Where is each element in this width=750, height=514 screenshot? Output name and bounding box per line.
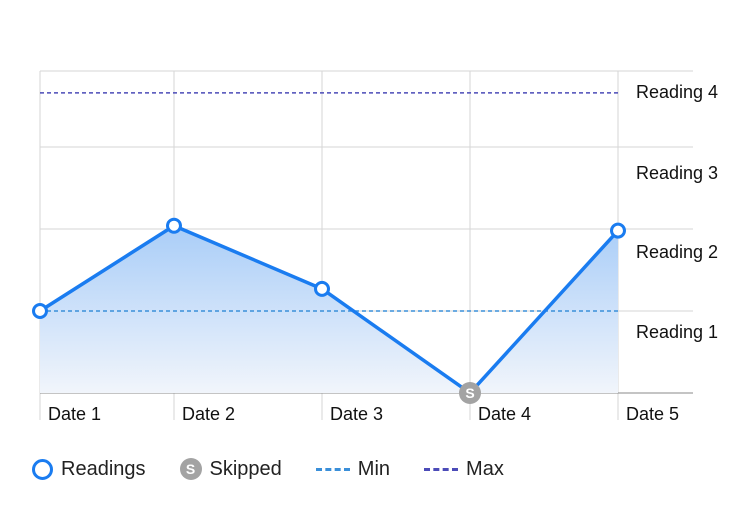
x-tick-label: Date 4 — [478, 404, 531, 424]
skipped-marker-icon: S — [179, 458, 202, 480]
tick-labels: Date 1 Date 2 Date 3 Date 4 Date 5 Reading 1 R… — [48, 82, 718, 424]
legend-item-min: Min — [315, 457, 391, 481]
data-point — [166, 217, 182, 234]
x-tick-label: Date 5 — [626, 404, 679, 424]
area-layer — [40, 225, 618, 393]
legend-label-min: Min — [357, 457, 391, 480]
readings-area — [40, 225, 618, 393]
data-point-skipped: S — [459, 382, 481, 404]
data-point — [610, 222, 626, 239]
legend-item-readings: Readings — [32, 458, 146, 481]
y-tick-label: Reading 3 — [636, 163, 718, 183]
readings-marker-icon — [32, 458, 53, 480]
min-dash-icon — [315, 467, 350, 471]
y-tick-label: Reading 2 — [636, 242, 718, 262]
legend-item-skipped: S Skipped — [179, 457, 282, 481]
y-tick-label: Reading 4 — [636, 82, 718, 102]
x-tick-label: Date 2 — [182, 404, 235, 424]
legend-item-max: Max — [424, 458, 504, 481]
data-point — [314, 280, 330, 297]
y-tick-label: Reading 1 — [636, 322, 718, 342]
legend-label-readings: Readings — [61, 457, 146, 480]
max-dash-icon — [424, 467, 459, 471]
legend-label-max: Max — [466, 457, 504, 480]
skipped-marker — [459, 382, 481, 404]
data-point — [32, 303, 48, 319]
x-tick-label: Date 3 — [330, 404, 383, 424]
reference-lines — [40, 92, 620, 312]
data-points: S — [32, 217, 626, 404]
legend: Readings S Skipped Min Max — [32, 452, 538, 486]
skipped-marker-label: S — [465, 385, 474, 401]
x-tick-label: Date 1 — [48, 404, 101, 424]
legend-label-skipped: Skipped — [209, 457, 282, 480]
